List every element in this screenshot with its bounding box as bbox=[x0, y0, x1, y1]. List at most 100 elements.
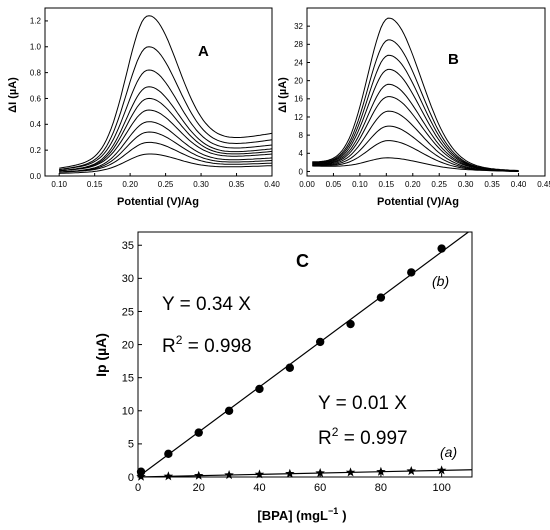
series-b-point bbox=[255, 384, 264, 394]
panelA-y-tick-label: 0.6 bbox=[30, 94, 42, 103]
series-b-r-squared: R2 = 0.998 bbox=[162, 333, 252, 357]
panelC-y-tick-label: 10 bbox=[122, 406, 134, 418]
panelA-x-tick-label: 0.35 bbox=[229, 180, 245, 189]
panelC-y-tick-label: 20 bbox=[122, 339, 134, 351]
series-b-point bbox=[315, 337, 325, 347]
panelB-x-tick-label: 0.05 bbox=[326, 180, 342, 189]
panelA-voltammogram-curve bbox=[59, 121, 273, 173]
series-b-point bbox=[194, 428, 203, 437]
panelC-y-tick-label: 35 bbox=[122, 240, 134, 252]
panelA-y-tick-label: 0.0 bbox=[30, 172, 42, 181]
panelC-x-tick-label: 80 bbox=[375, 482, 387, 494]
panel-b: 0.00 0.05 0.10 0.15 0.20 0.25 0.30 0.35 0.40 0.45… bbox=[277, 7, 550, 208]
panelB-y-tick-label: 32 bbox=[294, 22, 303, 31]
panelB-y-tick-label: 20 bbox=[294, 76, 303, 85]
panelB-x-tick-label: 0.25 bbox=[431, 180, 447, 189]
series-a-point bbox=[163, 471, 174, 481]
panelB-voltammogram-curve bbox=[312, 39, 519, 172]
panel-b-frame bbox=[306, 7, 546, 177]
series-b-point bbox=[285, 363, 295, 372]
series-b-point bbox=[407, 268, 416, 277]
series-b-equation: Y = 0.34 X bbox=[162, 294, 251, 315]
panel-c-x-axis-label-close: ) bbox=[342, 508, 346, 523]
panel-b-title: B bbox=[448, 51, 459, 68]
panelB-voltammogram-curve bbox=[312, 54, 519, 172]
panelC-y-tick-label: 0 bbox=[128, 472, 134, 484]
panelA-voltammogram-curve bbox=[59, 153, 272, 174]
panel-a: 0.10 0.15 0.20 0.25 0.30 0.35 0.40 0.0 0.2 0.4 0.6… bbox=[7, 7, 280, 208]
panelB-voltammogram-curve bbox=[312, 68, 519, 172]
panelA-x-tick-label: 0.15 bbox=[87, 180, 103, 189]
panelB-voltammogram-curve bbox=[312, 17, 519, 171]
panelC-x-tick-label: 0 bbox=[135, 482, 141, 494]
panel-b-ticks: 0.00 0.05 0.10 0.15 0.20 0.25 0.30 0.35 0.40 0.45… bbox=[294, 22, 550, 189]
panelB-y-tick-label: 24 bbox=[294, 58, 303, 67]
series-b-point bbox=[346, 319, 355, 329]
series-b-point bbox=[136, 467, 146, 476]
panelB-x-tick-label: 0.45 bbox=[537, 180, 550, 189]
series-a-point bbox=[436, 465, 447, 475]
panelC-x-tick-label: 40 bbox=[253, 482, 265, 494]
series-b-label: (b) bbox=[432, 273, 449, 289]
panel-b-y-axis-label: ΔI (µA) bbox=[277, 77, 289, 113]
panelA-voltammogram-curve bbox=[59, 86, 273, 172]
panelA-y-tick-label: 1.0 bbox=[30, 43, 42, 52]
panel-a-curves bbox=[59, 15, 273, 174]
panelA-voltammogram-curve bbox=[59, 141, 273, 173]
panel-a-ticks: 0.10 0.15 0.20 0.25 0.30 0.35 0.40 0.0 0.2 0.4 0.6… bbox=[30, 17, 280, 189]
series-b-r-squared-prefix: R bbox=[162, 336, 176, 357]
panelB-voltammogram-curve bbox=[312, 140, 519, 172]
panelA-voltammogram-curve bbox=[59, 69, 273, 170]
panelA-y-tick-label: 1.2 bbox=[30, 17, 42, 26]
series-a-point bbox=[285, 468, 295, 478]
panelC-y-tick-label: 25 bbox=[122, 306, 134, 318]
series-a-label: (a) bbox=[440, 444, 457, 460]
panelB-y-tick-label: 16 bbox=[294, 95, 303, 104]
panelC-y-tick-label: 5 bbox=[128, 439, 134, 451]
panelB-x-tick-label: 0.30 bbox=[458, 180, 474, 189]
series-a-point bbox=[376, 466, 386, 476]
panelB-x-tick-label: 0.20 bbox=[405, 180, 421, 189]
panelA-y-tick-label: 0.4 bbox=[30, 120, 42, 129]
series-a-fit-line bbox=[137, 469, 473, 478]
series-b-point bbox=[376, 293, 386, 302]
panelA-voltammogram-curve bbox=[59, 15, 273, 169]
panelB-x-tick-label: 0.40 bbox=[511, 180, 527, 189]
panelB-x-tick-label: 0.15 bbox=[379, 180, 395, 189]
series-a-r-squared-value: = 0.997 bbox=[338, 428, 407, 449]
panelA-x-tick-label: 0.40 bbox=[264, 180, 280, 189]
panel-c-title: C bbox=[296, 251, 309, 271]
series-a-r-squared-prefix: R bbox=[318, 428, 332, 449]
panelB-y-tick-label: 4 bbox=[299, 149, 304, 158]
series-b-r-squared-value: = 0.998 bbox=[182, 336, 251, 357]
panel-a-x-axis-label: Potential (V)/Ag bbox=[117, 196, 199, 208]
series-a-point bbox=[136, 471, 146, 481]
series-b-point bbox=[164, 449, 173, 459]
series-a-point bbox=[315, 468, 325, 478]
panelB-y-tick-label: 0 bbox=[299, 167, 304, 176]
panel-a-title: A bbox=[198, 43, 209, 60]
panelA-y-tick-label: 0.2 bbox=[30, 146, 42, 155]
series-a-point bbox=[254, 469, 265, 479]
panelA-voltammogram-curve bbox=[59, 97, 273, 172]
panelA-voltammogram-curve bbox=[59, 131, 273, 173]
panel-c-y-axis-label: Ip (µA) bbox=[93, 333, 109, 377]
panelA-voltammogram-curve bbox=[59, 46, 273, 170]
series-a-point bbox=[406, 466, 416, 476]
panel-b-x-axis-label: Potential (V)/Ag bbox=[377, 196, 459, 208]
panel-c-x-axis-label-main: [BPA] (mgL bbox=[257, 508, 328, 523]
panel-a-frame bbox=[44, 7, 273, 177]
panel-c-x-axis-label: [BPA] (mgL−1) bbox=[257, 506, 346, 523]
series-b-r-squared-exponent: 2 bbox=[176, 333, 183, 347]
panelB-y-tick-label: 8 bbox=[299, 131, 304, 140]
series-b-point bbox=[437, 244, 446, 253]
panel-a-y-axis-label: ΔI (µA) bbox=[7, 77, 19, 113]
panelB-x-tick-label: 0.35 bbox=[484, 180, 500, 189]
panel-b-curves bbox=[312, 17, 519, 172]
panelB-voltammogram-curve bbox=[312, 110, 519, 172]
series-a-r-squared: R2 = 0.997 bbox=[318, 425, 408, 449]
panel-c-markers bbox=[136, 244, 447, 481]
panelA-x-tick-label: 0.25 bbox=[158, 180, 174, 189]
